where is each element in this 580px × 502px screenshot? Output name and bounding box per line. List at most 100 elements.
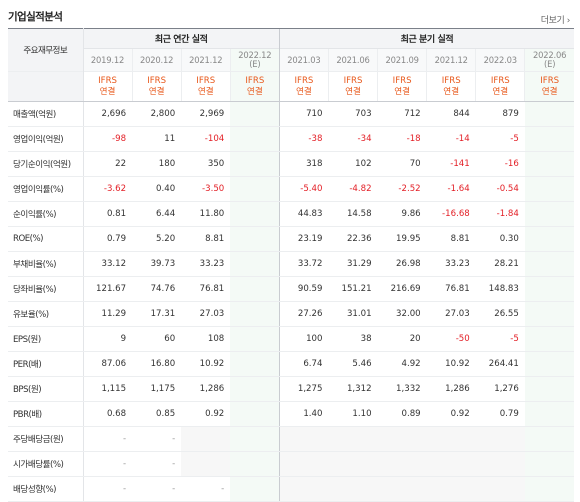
period-header-annual-1: 2020.12 (131, 48, 182, 72)
data-cell: 2,969 (181, 101, 231, 127)
data-cell: 0.85 (132, 401, 182, 427)
data-cell: 710 (278, 101, 329, 127)
data-cell: 90.59 (278, 276, 329, 302)
consolidated-label: 연결 (443, 86, 460, 97)
data-cell: 38 (328, 326, 378, 352)
data-cell: -0.54 (475, 176, 525, 202)
data-cell: - (132, 451, 182, 477)
row-label: 유보율(%) (8, 301, 84, 327)
ifrs-label: IFRS (343, 75, 363, 86)
data-cell: 712 (377, 101, 427, 127)
period-header-annual-2: 2021.12 (180, 48, 231, 72)
table-row: ROE(%) 0.79 5.20 8.81 23.19 22.36 19.95 8.81 0.3… (8, 226, 574, 252)
row-label: 부채비율(%) (8, 251, 84, 277)
data-cell: - (181, 476, 231, 502)
data-cell (230, 176, 280, 202)
data-cell: 0.68 (83, 401, 133, 427)
quarter-group-header: 최근 분기 실적 (278, 28, 574, 49)
period-label: 2021.12 (434, 54, 468, 65)
data-cell: 10.92 (426, 351, 476, 377)
data-cell: 1,275 (278, 376, 329, 402)
data-cell: 1,286 (181, 376, 231, 402)
data-cell (230, 251, 280, 277)
data-cell (524, 301, 574, 327)
data-cell (524, 326, 574, 352)
table-row: 유보율(%) 11.29 17.31 27.03 27.26 31.01 32.00 27.0… (8, 301, 574, 327)
ifrs-label: IFRS (98, 75, 117, 86)
data-cell: -5.40 (278, 176, 329, 202)
data-cell: 11 (132, 126, 182, 152)
data-cell (524, 176, 574, 202)
data-cell: 14.58 (328, 201, 378, 227)
data-cell: 108 (181, 326, 231, 352)
table-row: BPS(원) 1,115 1,175 1,286 1,275 1,312 1,332 1,28… (8, 376, 574, 402)
data-cell: -34 (328, 126, 378, 152)
data-cell: 70 (377, 151, 427, 177)
data-cell: 27.03 (181, 301, 231, 327)
data-cell (278, 426, 329, 452)
data-cell: -98 (83, 126, 133, 152)
data-cell (377, 476, 427, 502)
consolidated-label: 연결 (345, 86, 361, 97)
data-cell: 33.23 (426, 251, 476, 277)
data-cell: 844 (426, 101, 476, 127)
data-cell: 703 (328, 101, 378, 127)
data-cell: 1,312 (328, 376, 378, 402)
data-cell (524, 251, 574, 277)
row-label: 당좌비율(%) (8, 276, 84, 302)
data-cell: 1,115 (83, 376, 133, 402)
data-cell (230, 476, 280, 502)
data-cell: 1.40 (278, 401, 329, 427)
ifrs-label: IFRS (147, 75, 167, 86)
financial-table: 주요재무정보 최근 연간 실적 최근 분기 실적 2019.12 2020.12 2… (8, 28, 574, 502)
data-cell: 19.95 (377, 226, 427, 252)
standard-cell: IFRS 연결 (327, 71, 378, 102)
row-label: 영업이익(억원) (8, 126, 84, 152)
consolidated-label: 연결 (148, 86, 165, 97)
data-cell: 22 (83, 151, 133, 177)
data-cell: 0.92 (181, 401, 231, 427)
table-row: 배당성향(%) - - - (8, 476, 574, 502)
data-cell: 100 (278, 326, 329, 352)
consolidated-label: 연결 (492, 86, 509, 97)
data-cell: 350 (181, 151, 231, 177)
data-cell: 151.21 (328, 276, 378, 302)
standard-cell: IFRS 연결 (524, 71, 574, 102)
data-cell: 0.92 (426, 401, 476, 427)
data-cell (524, 201, 574, 227)
period-header-quarter-5: 2022.06 (E) (524, 48, 574, 72)
data-cell: 6.74 (278, 351, 329, 377)
annual-group-header: 최근 연간 실적 (83, 28, 280, 49)
data-cell: 6.44 (132, 201, 182, 227)
data-cell: 27.26 (278, 301, 329, 327)
data-cell: -3.62 (83, 176, 133, 202)
table-row: PBR(배) 0.68 0.85 0.92 1.40 1.10 0.89 0.92 0.79 (8, 401, 574, 427)
standard-cell: IFRS 연결 (131, 71, 182, 102)
table-row: 부채비율(%) 33.12 39.73 33.23 33.72 31.29 26.98 33.… (8, 251, 574, 277)
period-header-quarter-1: 2021.06 (327, 48, 378, 72)
data-cell: 121.67 (83, 276, 133, 302)
data-cell: 9.86 (377, 201, 427, 227)
data-cell: 0.79 (475, 401, 525, 427)
standard-cell: IFRS 연결 (475, 71, 525, 102)
consolidated-label: 연결 (541, 86, 558, 97)
data-cell: -38 (278, 126, 329, 152)
period-header-quarter-3: 2021.12 (426, 48, 476, 72)
data-cell: 31.29 (328, 251, 378, 277)
chevron-right-icon: › (566, 16, 571, 26)
data-cell: - (83, 451, 133, 477)
data-cell (524, 226, 574, 252)
data-cell: 4.92 (377, 351, 427, 377)
period-label: 2021.03 (287, 54, 321, 65)
data-cell: 216.69 (377, 276, 427, 302)
data-cell: -4.82 (328, 176, 378, 202)
header-label: 주요재무정보 (8, 28, 84, 72)
data-cell (230, 301, 280, 327)
data-cell: 33.23 (181, 251, 231, 277)
data-cell (524, 276, 574, 302)
more-link[interactable]: 더보기 › (541, 13, 571, 26)
data-cell: 2,696 (83, 101, 133, 127)
data-cell (230, 151, 280, 177)
consolidated-label: 연결 (296, 86, 312, 97)
estimate-marker: (E) (249, 59, 261, 69)
